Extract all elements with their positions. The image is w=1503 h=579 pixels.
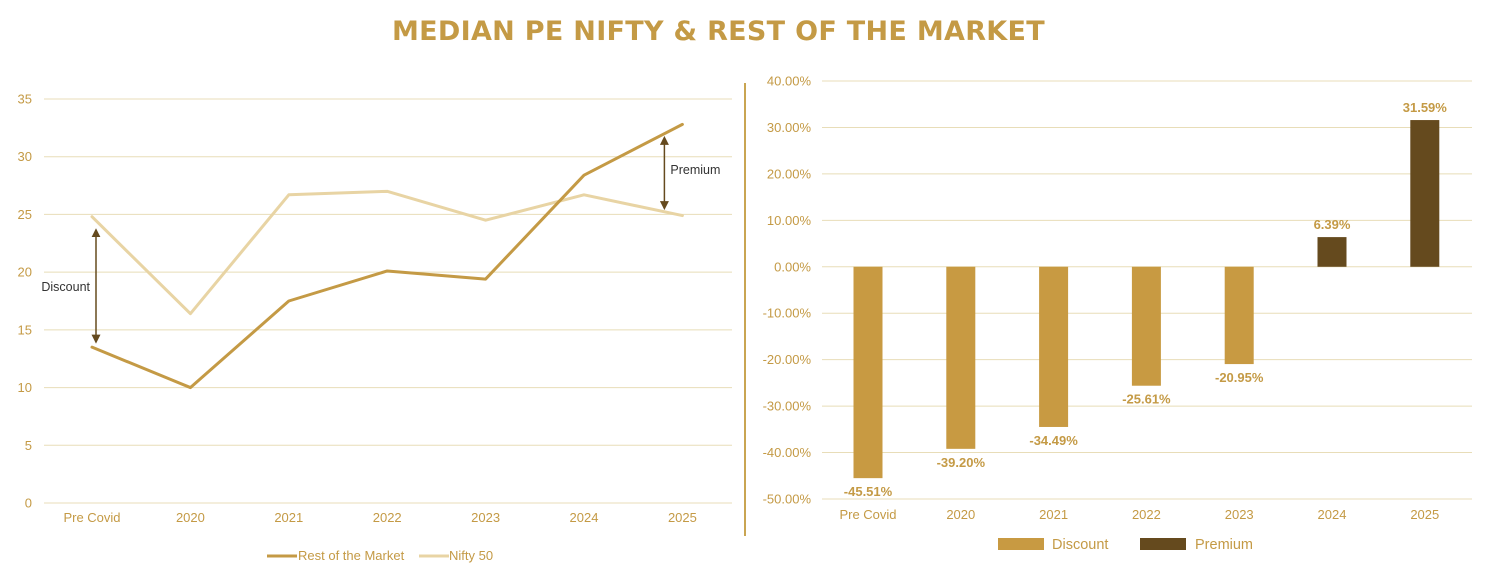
bar-x-tick-label: 2024 (1318, 507, 1347, 522)
bar-x-tick-label: 2022 (1132, 507, 1161, 522)
bar-x-tick-label: 2020 (946, 507, 975, 522)
bar-y-tick-label: 40.00% (767, 74, 812, 89)
bar-y-tick-label: 20.00% (767, 166, 812, 181)
legend-label-nifty-50: Nifty 50 (449, 548, 493, 563)
bar-chart: -50.00% -40.00% -30.00% -20.00% -10.00% 0.00%… (763, 74, 1472, 553)
bar-data-label: -34.49% (1029, 433, 1078, 448)
bar-x-tick-label: 2025 (1410, 507, 1439, 522)
bar-y-tick-label: -40.00% (763, 445, 812, 460)
bar-discount (1131, 266, 1161, 386)
line-y-tick-label: 35 (18, 92, 32, 107)
bar-data-label: 6.39% (1314, 217, 1351, 232)
bar-y-tick-label: -20.00% (763, 352, 812, 367)
bar-discount (1039, 266, 1069, 427)
legend-swatch-discount (998, 538, 1044, 550)
bar-data-label: -39.20% (937, 455, 986, 470)
premium-annotation: Premium (670, 163, 720, 177)
legend-label-rest-of-the-market: Rest of the Market (298, 548, 405, 563)
line-x-tick-label: Pre Covid (63, 510, 120, 525)
bar-x-tick-label: 2023 (1225, 507, 1254, 522)
bar-y-tick-label: 10.00% (767, 213, 812, 228)
bar-data-label: -25.61% (1122, 392, 1171, 407)
bar-y-tick-label: -10.00% (763, 306, 812, 321)
line-y-tick-label: 30 (18, 149, 32, 164)
line-x-tick-label: 2024 (570, 510, 599, 525)
bar-data-label: -20.95% (1215, 370, 1264, 385)
bar-data-label: 31.59% (1403, 100, 1448, 115)
page-title: MEDIAN PE NIFTY & REST OF THE MARKET (392, 16, 1045, 47)
bar-y-tick-label: 0.00% (774, 259, 811, 274)
legend-label-discount: Discount (1052, 537, 1108, 553)
line-x-tick-label: 2023 (471, 510, 500, 525)
line-y-tick-label: 15 (18, 322, 32, 337)
line-x-tick-label: 2020 (176, 510, 205, 525)
bar-premium (1317, 237, 1347, 267)
line-series-rest-of-the-market (90, 122, 684, 390)
line-y-tick-label: 10 (18, 380, 32, 395)
bar-y-tick-label: -50.00% (763, 492, 812, 507)
line-x-tick-label: 2025 (668, 510, 697, 525)
bar-data-label: -45.51% (844, 484, 893, 499)
bar-x-tick-label: 2021 (1039, 507, 1068, 522)
bar-premium (1410, 120, 1440, 267)
bar-discount (853, 266, 883, 479)
legend-label-premium: Premium (1195, 537, 1253, 553)
line-y-tick-label: 25 (18, 207, 32, 222)
line-y-tick-label: 5 (25, 438, 32, 453)
line-x-tick-label: 2021 (274, 510, 303, 525)
line-x-tick-label: 2022 (373, 510, 402, 525)
line-y-tick-label: 0 (25, 496, 32, 511)
bar-y-tick-label: -30.00% (763, 399, 812, 414)
line-y-tick-label: 20 (18, 265, 32, 280)
discount-annotation: Discount (41, 280, 90, 294)
line-series-nifty-50 (90, 189, 684, 316)
bar-discount (1224, 266, 1254, 365)
bar-y-tick-label: 30.00% (767, 120, 812, 135)
legend-swatch-premium (1140, 538, 1186, 550)
bar-x-tick-label: Pre Covid (839, 507, 896, 522)
bar-discount (946, 266, 976, 449)
